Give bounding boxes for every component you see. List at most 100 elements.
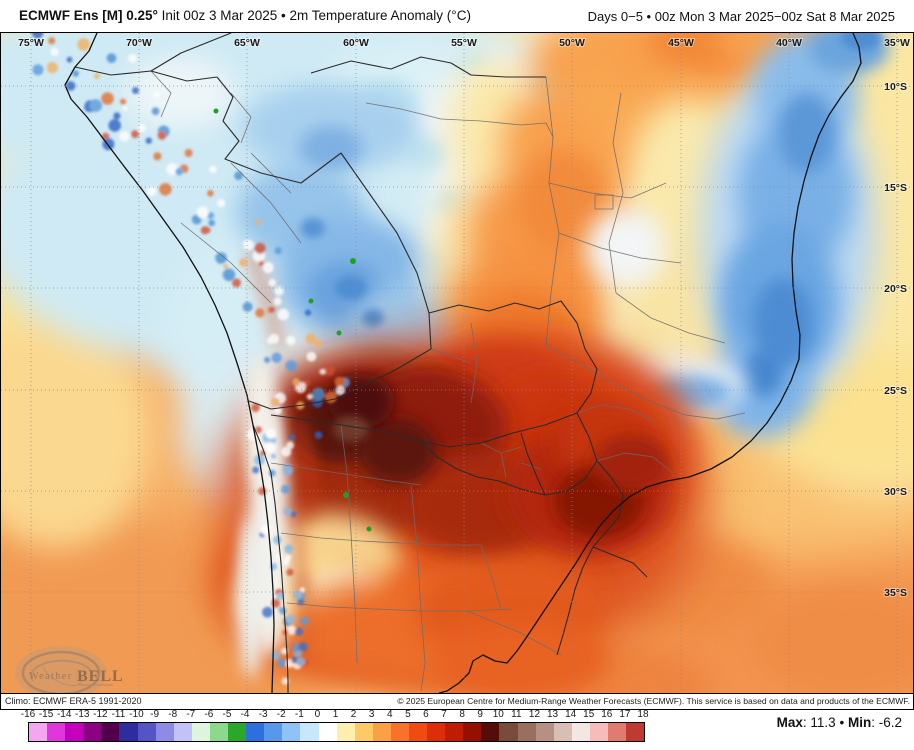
colorbar-tick: -6 xyxy=(204,709,214,720)
colorbar-segment xyxy=(246,723,265,741)
climo-note: Climo: ECMWF ERA-5 1991-2020 xyxy=(5,696,142,706)
lon-label: 60°W xyxy=(343,37,369,49)
colorbar-tick: 3 xyxy=(368,709,375,720)
bullet-separator: • xyxy=(839,715,845,730)
colorbar-segment xyxy=(463,723,482,741)
lon-label: 45°W xyxy=(668,37,694,49)
watermark-weather-text: Weather xyxy=(29,671,73,682)
colorbar-tick: -13 xyxy=(75,709,90,720)
lon-label: 75°W xyxy=(18,37,44,49)
colorbar-segment xyxy=(83,723,102,741)
colorbar-tick: 7 xyxy=(441,709,447,720)
lon-label: 50°W xyxy=(559,37,585,49)
colorbar-tick: 11 xyxy=(511,709,522,720)
colorbar-segment xyxy=(101,723,120,741)
graticule xyxy=(1,33,913,693)
copyright-note: © 2025 European Centre for Medium-Range … xyxy=(397,696,910,706)
lon-label: 35°W xyxy=(884,37,910,49)
colorbar-tick: -4 xyxy=(240,709,250,720)
colorbar-segment xyxy=(228,723,247,741)
colorbar-tick: 14 xyxy=(565,709,577,720)
min-label: Min xyxy=(847,715,872,730)
colorbar-tick: 9 xyxy=(477,709,483,720)
colorbar-segment xyxy=(535,723,554,741)
colorbar-tick: 8 xyxy=(459,709,465,720)
colorbar-segment xyxy=(65,723,84,741)
colorbar-tick: -12 xyxy=(93,709,108,720)
colorbar-tick: 4 xyxy=(386,709,393,720)
max-label: Max xyxy=(776,715,803,730)
colorbar-segment xyxy=(354,723,373,741)
lon-label: 70°W xyxy=(126,37,152,49)
colorbar-segment xyxy=(318,723,337,741)
colorbar-segment xyxy=(589,723,608,741)
colorbar-tick: 13 xyxy=(546,709,559,720)
lat-label: 20°S xyxy=(884,283,907,295)
colorbar-segment xyxy=(300,723,319,741)
colorbar-segment xyxy=(47,723,66,741)
colorbar-segment xyxy=(390,723,409,741)
colorbar-tick: -10 xyxy=(129,709,144,720)
colorbar-segment xyxy=(336,723,355,741)
colorbar-segment xyxy=(517,723,536,741)
map-title: ECMWF Ens [M] 0.25° Init 00z 3 Mar 2025 … xyxy=(19,8,471,23)
colorbar-tick: -9 xyxy=(150,709,160,720)
colorbar-tick: 2 xyxy=(350,709,357,720)
colorbar-segment xyxy=(209,723,229,741)
colorbar-segment xyxy=(571,723,590,741)
colorbar xyxy=(28,722,645,742)
colorbar-tick: 0 xyxy=(314,709,321,720)
map-frame: 75°W 70°W 65°W 60°W 55°W 50°W 45°W 40°W 35°W 10°… xyxy=(0,32,914,710)
colorbar-segment xyxy=(608,723,627,741)
colorbar-segment xyxy=(173,723,192,741)
colorbar-segment xyxy=(408,723,428,741)
colorbar-tick: 18 xyxy=(637,709,649,720)
colorbar-tick: -7 xyxy=(186,709,196,720)
colorbar-segment xyxy=(499,723,518,741)
colorbar-segment xyxy=(137,723,156,741)
weatherbell-logo: Weather BELL xyxy=(15,646,123,693)
header-bar: ECMWF Ens [M] 0.25° Init 00z 3 Mar 2025 … xyxy=(0,0,914,32)
colorbar-tick: 5 xyxy=(405,709,411,720)
lat-label: 15°S xyxy=(884,182,907,194)
colorbar-segment xyxy=(119,723,138,741)
min-value: -6.2 xyxy=(878,715,902,730)
state-borders xyxy=(150,70,746,692)
colorbar-segment xyxy=(191,723,210,741)
colorbar-tick: -8 xyxy=(168,709,178,720)
colorbar-tick: -15 xyxy=(38,709,54,720)
green-specks xyxy=(213,108,372,532)
colorbar-tick: 12 xyxy=(528,709,541,720)
colorbar-tick: 17 xyxy=(619,709,631,720)
colorbar-tick: 16 xyxy=(601,709,613,720)
colorbar-tick: -16 xyxy=(20,709,36,720)
lat-label: 30°S xyxy=(884,486,907,498)
colorbar-segment xyxy=(481,723,500,741)
lat-label: 10°S xyxy=(884,81,907,93)
lon-label: 55°W xyxy=(451,37,477,49)
max-value: 11.3 xyxy=(810,715,836,730)
colorbar-segment xyxy=(445,723,464,741)
colorbar-tick: 15 xyxy=(583,709,595,720)
colorbar-tick: -5 xyxy=(222,709,232,720)
title-detail: Init 00z 3 Mar 2025 • 2m Temperature Ano… xyxy=(157,8,471,23)
valid-period: Days 0−5 • 00z Mon 3 Mar 2025−00z Sat 8 … xyxy=(587,9,895,24)
colorbar-segment xyxy=(282,723,301,741)
latitude-labels: 10°S 15°S 20°S 25°S 30°S 35°S xyxy=(883,80,908,600)
colorbar-tick-labels: -16 -15 -14 -13 -12 -11 -10 -9 -8 -7 -6 -5 -4 -3 -2 -1 0… xyxy=(0,709,914,722)
lon-label: 65°W xyxy=(234,37,260,49)
colorbar-segment xyxy=(372,723,391,741)
colorbar-tick: -3 xyxy=(258,709,268,720)
colorbar-tick: 6 xyxy=(423,709,429,720)
colorbar-segment xyxy=(427,723,446,741)
colorbar-tick: 1 xyxy=(332,709,339,720)
coastlines xyxy=(64,33,862,693)
colorbar-tick: 10 xyxy=(492,709,504,720)
colorbar-tick: -14 xyxy=(56,709,72,720)
longitude-labels: 75°W 70°W 65°W 60°W 55°W 50°W 45°W 40°W 35°W xyxy=(17,36,911,50)
lat-label: 35°S xyxy=(884,587,907,599)
lat-label: 25°S xyxy=(884,385,907,397)
colorbar-tick: -1 xyxy=(294,709,304,720)
colorbar-segment xyxy=(553,723,572,741)
model-name: ECMWF Ens [M] 0.25° xyxy=(19,8,158,23)
